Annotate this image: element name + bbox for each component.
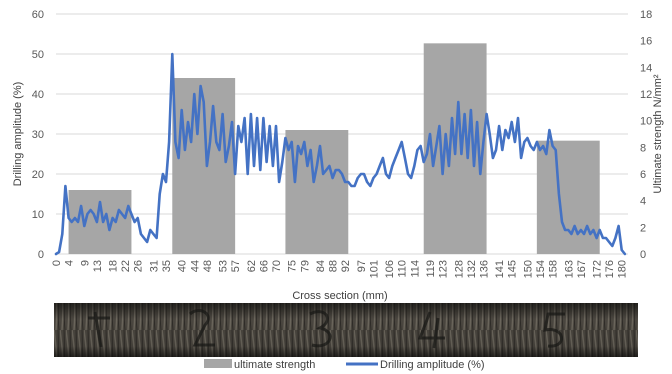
x-tick-label: 44 xyxy=(189,260,201,272)
x-tick-label: 180 xyxy=(617,260,629,278)
line-series xyxy=(54,52,627,256)
x-tick-label: 110 xyxy=(397,260,409,278)
x-tick-label: 106 xyxy=(384,260,396,278)
y-axis-right-label: Ultimate strength N/mm² xyxy=(652,74,664,194)
x-tick-label: 123 xyxy=(438,260,450,278)
right-tick-label: 6 xyxy=(640,169,646,181)
strength-bar xyxy=(285,130,349,254)
x-tick-label: 35 xyxy=(161,260,173,272)
x-tick-label: 119 xyxy=(425,260,437,278)
x-tick-label: 141 xyxy=(494,260,506,278)
x-tick-label: 97 xyxy=(356,260,368,272)
x-tick-label: 167 xyxy=(576,260,588,278)
x-tick-label: 128 xyxy=(453,260,465,278)
x-axis-label: Cross section (mm) xyxy=(292,290,387,302)
x-tick-label: 79 xyxy=(299,260,311,272)
x-tick-label: 84 xyxy=(315,260,327,272)
x-tick-label: 66 xyxy=(258,260,270,272)
x-tick-label: 57 xyxy=(230,260,242,272)
strength-bar xyxy=(536,140,600,254)
x-tick-label: 150 xyxy=(522,260,534,278)
x-tick-label: 172 xyxy=(592,260,604,278)
x-tick-label: 70 xyxy=(271,260,283,272)
x-tick-label: 154 xyxy=(535,260,547,278)
x-tick-label: 136 xyxy=(478,260,490,278)
specimen-photo xyxy=(54,303,638,357)
legend: ultimate strength Drilling amplitude (%) xyxy=(204,359,485,371)
right-tick-label: 18 xyxy=(640,9,652,21)
x-tick-label: 4 xyxy=(64,260,76,266)
x-tick-label: 48 xyxy=(202,260,214,272)
right-tick-label: 4 xyxy=(640,196,646,208)
left-tick-label: 50 xyxy=(32,49,44,61)
right-tick-label: 8 xyxy=(640,142,646,154)
x-tick-label: 92 xyxy=(340,260,352,272)
x-tick-label: 163 xyxy=(563,260,575,278)
x-tick-label: 114 xyxy=(409,260,421,278)
legend-label-bar: ultimate strength xyxy=(234,359,315,371)
x-tick-label: 158 xyxy=(548,260,560,278)
right-axis: 0 2 4 6 8 10 12 14 16 18 xyxy=(640,9,652,261)
x-tick-label: 18 xyxy=(108,260,120,272)
legend-label-line: Drilling amplitude (%) xyxy=(380,359,485,371)
x-tick-label: 132 xyxy=(466,260,478,278)
drilling-amplitude-line xyxy=(54,52,627,256)
left-tick-label: 20 xyxy=(32,169,44,181)
x-axis: 0 4 9 13 18 22 26 31 35 40 44 48 53 57 62 66 70 75 79 84 88 9… xyxy=(51,260,629,278)
x-tick-label: 22 xyxy=(120,260,132,272)
left-tick-label: 30 xyxy=(32,129,44,141)
x-tick-label: 31 xyxy=(148,260,160,272)
right-tick-label: 0 xyxy=(640,249,646,261)
legend-swatch-bar xyxy=(204,359,232,368)
left-axis: 0 10 20 30 40 50 60 xyxy=(32,9,44,261)
x-tick-label: 13 xyxy=(92,260,104,272)
right-tick-label: 16 xyxy=(640,36,652,48)
x-tick-label: 53 xyxy=(218,260,230,272)
right-tick-label: 10 xyxy=(640,116,652,128)
left-tick-label: 0 xyxy=(38,249,44,261)
x-tick-label: 0 xyxy=(51,260,63,266)
right-tick-label: 12 xyxy=(640,89,652,101)
x-tick-label: 75 xyxy=(287,260,299,272)
x-tick-label: 145 xyxy=(507,260,519,278)
x-tick-label: 9 xyxy=(79,260,91,266)
left-tick-label: 10 xyxy=(32,209,44,221)
x-tick-label: 40 xyxy=(177,260,189,272)
left-tick-label: 40 xyxy=(32,89,44,101)
y-axis-left-label: Drilling amplitude (%) xyxy=(12,82,24,187)
right-tick-label: 2 xyxy=(640,222,646,234)
x-tick-label: 88 xyxy=(328,260,340,272)
x-tick-label: 26 xyxy=(133,260,145,272)
x-tick-label: 62 xyxy=(246,260,258,272)
left-tick-label: 60 xyxy=(32,9,44,21)
x-tick-label: 101 xyxy=(368,260,380,278)
x-tick-label: 176 xyxy=(604,260,616,278)
right-tick-label: 14 xyxy=(640,62,652,74)
